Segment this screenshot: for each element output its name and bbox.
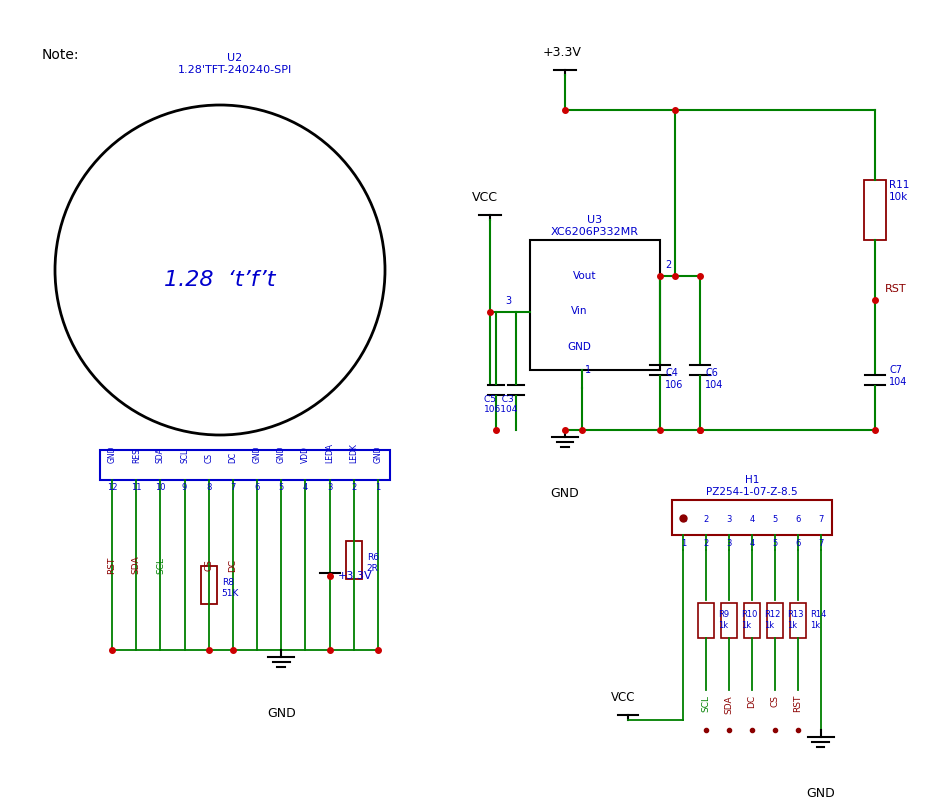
Text: +3.3V: +3.3V	[543, 46, 582, 59]
Bar	[100, 450, 390, 480]
Text: GND: GND	[253, 445, 261, 463]
Bar	[721, 602, 737, 638]
Text: 8: 8	[206, 483, 211, 492]
Text: 1: 1	[376, 483, 380, 492]
Text: GND: GND	[277, 445, 286, 463]
Bar	[530, 240, 660, 370]
Text: SDA: SDA	[132, 555, 141, 575]
Text: 4: 4	[750, 515, 754, 524]
Text: 6: 6	[795, 539, 801, 548]
Text: R10
1k: R10 1k	[741, 610, 757, 630]
Text: Note:: Note:	[42, 48, 79, 62]
Text: 2: 2	[703, 515, 709, 524]
Text: 2: 2	[665, 260, 671, 271]
Text: 5: 5	[278, 483, 284, 492]
Text: 7: 7	[818, 539, 823, 548]
Text: R11
10k: R11 10k	[889, 180, 909, 202]
Text: 4: 4	[750, 539, 754, 548]
Text: LEDA: LEDA	[325, 443, 334, 463]
Text: 2: 2	[351, 483, 357, 492]
Text: 5: 5	[772, 539, 778, 548]
Text: C4
106: C4 106	[665, 369, 683, 390]
Bar	[672, 500, 832, 535]
Text: 7: 7	[230, 483, 236, 492]
Text: C6
104: C6 104	[705, 369, 723, 390]
Bar	[699, 602, 715, 638]
Text: H1
PZ254-1-07-Z-8.5: H1 PZ254-1-07-Z-8.5	[706, 476, 798, 497]
Text: 1: 1	[585, 365, 591, 375]
Text: R13
1k: R13 1k	[787, 610, 803, 630]
Text: VCC: VCC	[611, 691, 635, 704]
Text: SCL: SCL	[156, 556, 165, 574]
Bar	[767, 602, 783, 638]
Text: 1: 1	[681, 515, 686, 524]
Text: DC: DC	[228, 452, 238, 463]
Text: GND: GND	[550, 487, 580, 500]
Text: 12: 12	[107, 483, 117, 492]
Text: RST: RST	[793, 695, 802, 713]
Text: GND: GND	[374, 445, 382, 463]
Text: U2
1.28'TFT-240240-SPI: U2 1.28'TFT-240240-SPI	[177, 53, 292, 75]
Text: Vin: Vin	[571, 306, 588, 317]
Text: 5: 5	[772, 515, 778, 524]
Text: RST: RST	[885, 284, 906, 294]
Text: RES: RES	[132, 448, 141, 463]
Text: 11: 11	[131, 483, 142, 492]
Text: Vout: Vout	[573, 271, 597, 282]
Text: SCL: SCL	[180, 448, 189, 463]
Text: 2: 2	[703, 539, 709, 548]
Text: C7
104: C7 104	[889, 365, 907, 387]
Text: 3: 3	[727, 515, 732, 524]
Text: 4: 4	[303, 483, 308, 492]
Text: 6: 6	[254, 483, 260, 492]
Text: +3.3V: +3.3V	[338, 571, 372, 581]
Text: R8
51K: R8 51K	[222, 579, 239, 598]
Text: CS: CS	[204, 559, 213, 571]
Text: 7: 7	[818, 515, 823, 524]
Text: DC: DC	[228, 559, 238, 571]
Bar	[790, 602, 806, 638]
Text: 1: 1	[681, 539, 686, 548]
Text: SDA: SDA	[156, 447, 165, 463]
Text: SDA: SDA	[725, 695, 733, 713]
Text: RST: RST	[108, 556, 116, 574]
Bar	[346, 541, 362, 579]
Text: R14
1k: R14 1k	[810, 610, 826, 630]
Text: SCL: SCL	[701, 695, 711, 712]
Text: 6: 6	[795, 515, 801, 524]
Text: GND: GND	[806, 787, 834, 798]
Text: R6
2R: R6 2R	[367, 553, 379, 573]
Bar	[744, 602, 760, 638]
Text: VDD: VDD	[301, 446, 310, 463]
Text: CS: CS	[204, 453, 213, 463]
Text: 3: 3	[505, 295, 511, 306]
Text: GND: GND	[567, 342, 591, 352]
Text: DC: DC	[748, 695, 756, 708]
Text: R9
1k: R9 1k	[718, 610, 730, 630]
Bar	[201, 566, 217, 604]
Text: GND: GND	[108, 445, 116, 463]
Text: R12
1k: R12 1k	[764, 610, 781, 630]
Text: 3: 3	[327, 483, 332, 492]
Text: C5  C3
106104: C5 C3 106104	[484, 394, 518, 414]
Text: 3: 3	[727, 539, 732, 548]
Text: 9: 9	[182, 483, 187, 492]
Text: 1.28  ‘t’f’t: 1.28 ‘t’f’t	[164, 270, 276, 290]
Text: U3
XC6206P332MR: U3 XC6206P332MR	[551, 215, 639, 237]
Text: LEDK: LEDK	[349, 443, 359, 463]
Text: 10: 10	[155, 483, 165, 492]
Text: CS: CS	[770, 695, 780, 707]
Bar	[864, 180, 886, 240]
Text: GND: GND	[267, 707, 295, 720]
Text: VCC: VCC	[472, 191, 498, 204]
